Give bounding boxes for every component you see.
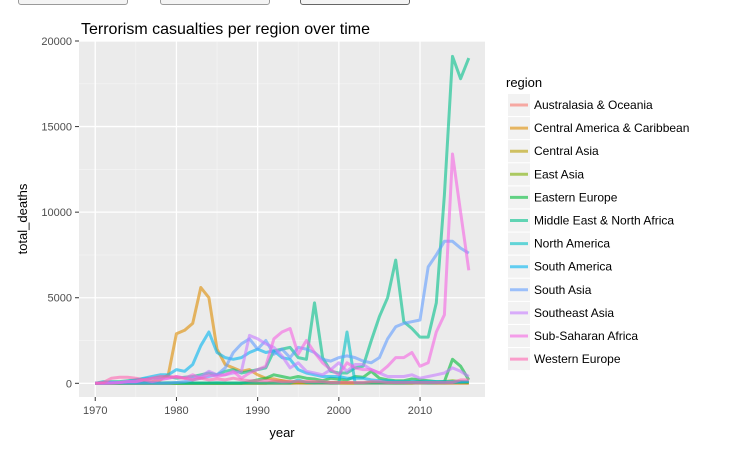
top-button-2[interactable] <box>160 0 270 5</box>
y-tick-label: 5000 <box>48 293 72 305</box>
legend: region Australasia & Oceania Central Amer… <box>506 75 689 371</box>
series-line-south-asia <box>95 239 470 385</box>
y-axis-title: total_deaths <box>15 183 30 254</box>
series-line-western-europe <box>95 375 469 385</box>
y-tick-label: 0 <box>66 378 72 390</box>
legend-label: South America <box>534 260 612 274</box>
top-button-3[interactable] <box>300 0 410 5</box>
legend-label: North America <box>534 237 610 251</box>
legend-title: region <box>506 75 542 90</box>
legend-label: Middle East & North Africa <box>534 214 674 228</box>
x-tick-label: 1980 <box>164 405 188 417</box>
legend-label: Western Europe <box>534 352 621 366</box>
plot-panel <box>79 41 485 397</box>
y-tick-label: 15000 <box>41 122 72 134</box>
legend-label: Sub-Saharan Africa <box>534 329 638 343</box>
y-tick-label: 10000 <box>41 207 72 219</box>
x-tick-label: 2010 <box>408 405 432 417</box>
x-tick-label: 1990 <box>245 405 269 417</box>
x-tick-label: 2000 <box>327 405 351 417</box>
top-button-1[interactable] <box>18 0 128 5</box>
x-tick-label: 1970 <box>83 405 107 417</box>
series-line-sub-saharan-africa <box>95 152 471 385</box>
legend-label: East Asia <box>534 167 584 181</box>
chart-title: Terrorism casualties per region over tim… <box>81 21 370 38</box>
legend-label: Eastern Europe <box>534 190 618 204</box>
legend-label: Central America & Caribbean <box>534 121 689 135</box>
legend-label: Southeast Asia <box>534 306 614 320</box>
y-tick-label: 20000 <box>41 36 72 48</box>
legend-label: South Asia <box>534 283 592 297</box>
legend-label: Central Asia <box>534 144 599 158</box>
legend-label: Australasia & Oceania <box>534 98 653 112</box>
x-axis-title: year <box>269 425 295 440</box>
